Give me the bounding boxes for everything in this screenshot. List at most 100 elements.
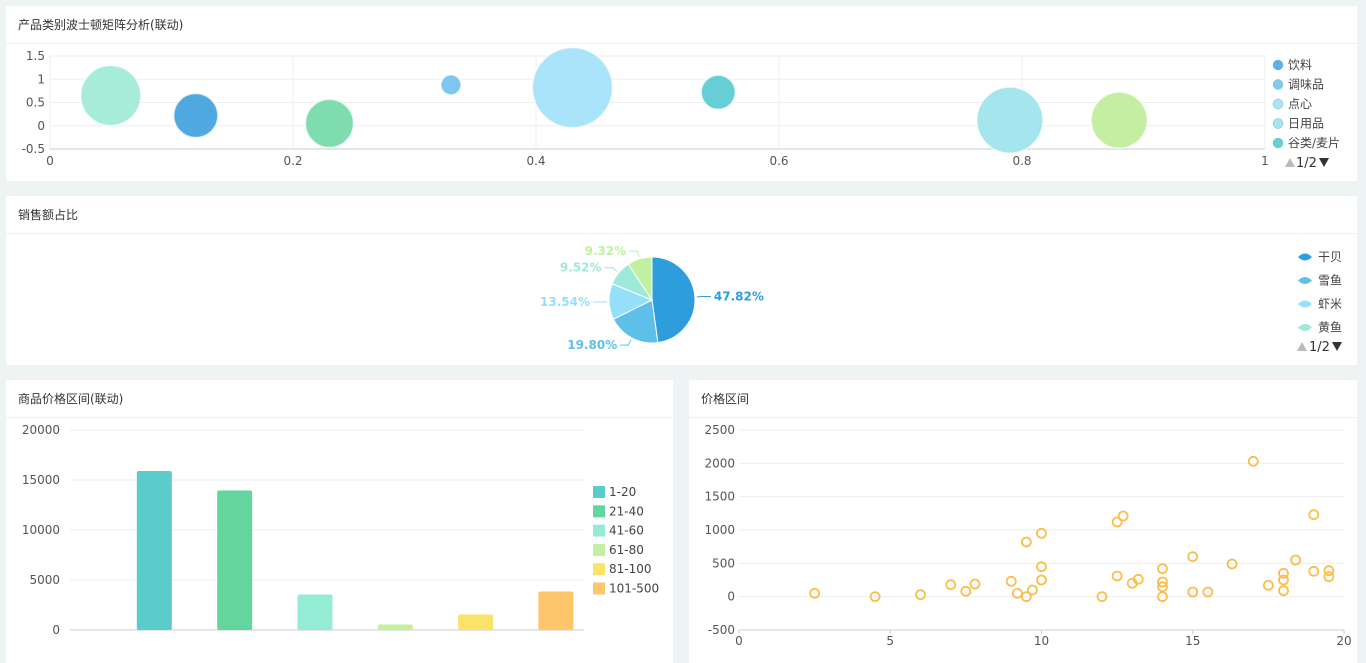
scatter-point[interactable]: [1020, 536, 1032, 548]
legend-item-label[interactable]: 调味品: [1288, 78, 1324, 92]
legend-item-label[interactable]: 饮料: [1288, 58, 1312, 72]
scatter-point[interactable]: [1247, 455, 1259, 467]
legend-marker[interactable]: [1298, 324, 1312, 331]
bubble-point[interactable]: [976, 86, 1044, 154]
legend-page-indicator: 1/2: [1296, 156, 1317, 171]
legend-marker[interactable]: [1298, 253, 1312, 261]
bubble-point[interactable]: [531, 46, 614, 129]
legend-marker[interactable]: [1272, 137, 1284, 149]
legend-item-label[interactable]: 日用品: [1288, 117, 1324, 131]
scatter-point[interactable]: [1202, 586, 1214, 598]
scatter-point[interactable]: [1036, 561, 1047, 573]
legend-marker[interactable]: [1298, 277, 1312, 284]
legend-marker[interactable]: [1272, 98, 1284, 110]
legend-marker[interactable]: [593, 582, 605, 595]
bubble-point[interactable]: [304, 98, 355, 149]
legend-page-next-icon[interactable]: [1319, 158, 1329, 167]
bar[interactable]: [136, 471, 172, 630]
legend-item-label[interactable]: 21-40: [609, 504, 644, 518]
scatter-point[interactable]: [1226, 558, 1238, 570]
bar[interactable]: [458, 614, 494, 631]
legend-marker[interactable]: [1272, 118, 1284, 129]
legend-item-label[interactable]: 1-20: [609, 485, 636, 499]
legend-marker[interactable]: [593, 524, 605, 537]
scatter-point[interactable]: [915, 589, 926, 601]
scatter-point[interactable]: [1187, 551, 1199, 563]
bar[interactable]: [217, 490, 253, 631]
scatter-point[interactable]: [1157, 591, 1168, 603]
scatter-point[interactable]: [1036, 574, 1047, 586]
scatter-point[interactable]: [1308, 509, 1320, 521]
scatter-point[interactable]: [1011, 587, 1023, 599]
scatter-point[interactable]: [1027, 584, 1038, 596]
price-range-chart[interactable]: 20000 15000 10000 5000 0 1-20 21-40 41-60 61-80 8…: [6, 380, 673, 663]
bubble-point[interactable]: [440, 74, 462, 96]
bar[interactable]: [377, 624, 413, 631]
scatter-point[interactable]: [1096, 591, 1108, 603]
scatter-point[interactable]: [1278, 574, 1289, 586]
boston-matrix-chart[interactable]: 1.510.50-0.50 0.2 0.4 0.6 0.8 1饮料调味品点心日用品谷类/麦…: [6, 6, 1357, 181]
legend-item-label[interactable]: 干贝: [1318, 250, 1342, 264]
x-tick-label: 15: [1185, 634, 1200, 648]
bubble-point[interactable]: [700, 74, 736, 111]
scatter-point[interactable]: [1278, 585, 1289, 597]
legend-marker[interactable]: [593, 505, 605, 518]
scatter-point[interactable]: [1157, 563, 1168, 575]
bubble-point[interactable]: [80, 64, 142, 127]
legend-marker[interactable]: [593, 563, 605, 576]
scatter-point[interactable]: [1132, 573, 1144, 585]
scatter-point[interactable]: [1117, 510, 1129, 522]
scatter-point[interactable]: [1111, 516, 1123, 528]
scatter-point[interactable]: [1111, 570, 1123, 582]
legend-item-label[interactable]: 点心: [1288, 97, 1312, 111]
scatter-point[interactable]: [1278, 567, 1289, 579]
legend-item-label[interactable]: 41-60: [609, 524, 644, 538]
scatter-point[interactable]: [1323, 571, 1335, 583]
scatter-point[interactable]: [1020, 591, 1032, 603]
pie-slice[interactable]: [651, 256, 696, 344]
legend-page-prev-icon[interactable]: [1285, 158, 1295, 167]
y-tick-label: 1: [37, 72, 45, 86]
y-tick-label: 0: [37, 119, 45, 133]
legend-page-next-icon[interactable]: [1332, 342, 1342, 351]
scatter-point[interactable]: [869, 591, 881, 603]
legend-marker[interactable]: [1298, 300, 1312, 308]
scatter-point[interactable]: [1308, 565, 1320, 577]
scatter-point[interactable]: [1290, 554, 1301, 566]
legend-marker[interactable]: [1272, 59, 1284, 71]
scatter-point[interactable]: [945, 579, 957, 591]
scatter-point[interactable]: [1005, 575, 1017, 587]
legend-item-label[interactable]: 虾米: [1318, 297, 1342, 311]
legend-item-label[interactable]: 雪鱼: [1318, 274, 1342, 288]
scatter-point[interactable]: [809, 587, 821, 599]
legend-marker[interactable]: [593, 543, 605, 556]
scatter-point[interactable]: [1036, 527, 1047, 539]
legend-item-label[interactable]: 黄鱼: [1318, 321, 1342, 335]
pie-slice[interactable]: [612, 299, 659, 344]
scatter-point[interactable]: [960, 585, 972, 597]
scatter-point[interactable]: [1157, 581, 1168, 593]
pie-label-line: [629, 250, 640, 258]
legend-marker[interactable]: [593, 486, 605, 498]
x-tick-label: 0.8: [1012, 154, 1031, 168]
bubble-point[interactable]: [1090, 91, 1148, 149]
bar[interactable]: [297, 594, 333, 631]
legend-marker[interactable]: [1272, 79, 1284, 90]
bubble-point[interactable]: [173, 92, 219, 139]
legend-page-prev-icon[interactable]: [1297, 342, 1307, 351]
scatter-point[interactable]: [1323, 565, 1335, 577]
scatter-point[interactable]: [1157, 576, 1168, 588]
legend-item-label[interactable]: 101-500: [609, 582, 659, 596]
scatter-point[interactable]: [1187, 586, 1199, 598]
price-scatter-title: 价格区间: [701, 392, 750, 406]
legend-item-label[interactable]: 81-100: [609, 562, 652, 576]
pie-slice[interactable]: [627, 256, 653, 302]
scatter-point[interactable]: [969, 578, 981, 590]
bar[interactable]: [538, 591, 574, 631]
legend-item-label[interactable]: 谷类/麦片: [1288, 136, 1340, 150]
pie-slice-label: 13.54%: [540, 295, 590, 309]
legend-item-label[interactable]: 61-80: [609, 543, 644, 557]
scatter-point[interactable]: [1262, 579, 1274, 591]
